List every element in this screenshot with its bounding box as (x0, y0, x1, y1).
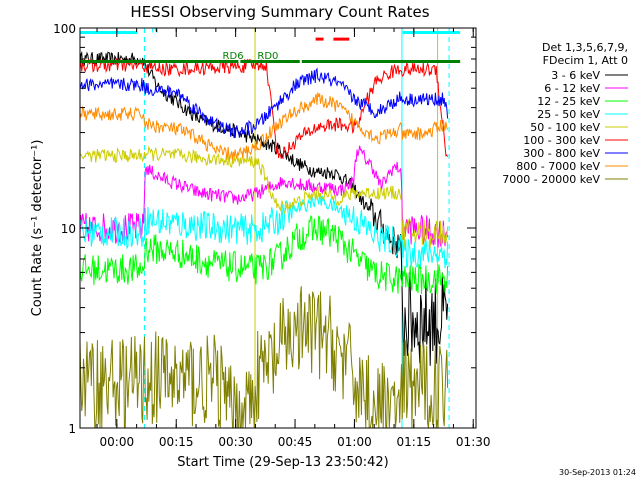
x-tick-label: 00:30 (218, 435, 253, 449)
plot-area: N RD6 RD0 (80, 24, 461, 428)
legend-entry-label: 50 - 100 keV (530, 121, 600, 134)
legend-entry-label: 100 - 300 keV (523, 134, 600, 147)
annotation-label-1: RD6 (223, 51, 244, 62)
annotation-label-2: RD0 (257, 51, 278, 62)
legend-entry-label: 12 - 25 keV (537, 95, 600, 108)
legend-header-line-2: FDecim 1, Att 0 (543, 54, 628, 67)
legend-entry-label: 6 - 12 keV (544, 82, 600, 95)
x-tick-label: 01:15 (397, 435, 432, 449)
legend-entry-label: 7000 - 20000 keV (502, 173, 600, 186)
series-line-2 (80, 214, 449, 294)
annotation-label-0: N (151, 24, 158, 35)
series-line-6 (80, 67, 449, 139)
y-tick-label: 100 (53, 22, 76, 36)
x-tick-label: 00:45 (278, 435, 313, 449)
x-tick-label: 00:15 (159, 435, 194, 449)
series-line-8 (80, 286, 449, 428)
series-line-0 (80, 51, 449, 366)
y-axis-label: Count Rate (s⁻¹ detector⁻¹) (30, 140, 45, 317)
legend-entry-label: 3 - 6 keV (551, 69, 600, 82)
legend-entry-label: 300 - 800 keV (523, 147, 600, 160)
chart-title: HESSI Observing Summary Count Rates (130, 3, 429, 21)
y-tick-label: 1 (68, 422, 76, 436)
legend-header-line-1: Det 1,3,5,6,7,9, (542, 41, 628, 54)
x-tick-label: 01:30 (456, 435, 491, 449)
axes: 00:00 00:15 00:30 00:45 01:00 01:15 01:30 1 10 10… (53, 22, 490, 449)
legend-entry-label: 25 - 50 keV (537, 108, 600, 121)
series-line-7 (80, 92, 449, 161)
footer-timestamp: 30-Sep-2013 01:24 (559, 468, 636, 477)
series-line-3 (80, 191, 449, 269)
x-tick-label: 00:00 (100, 435, 135, 449)
series-line-4 (80, 145, 449, 248)
legend-entry-label: 800 - 7000 keV (516, 160, 600, 173)
x-tick-label: 01:00 (337, 435, 372, 449)
y-tick-label: 10 (61, 222, 76, 236)
x-axis-label: Start Time (29-Sep-13 23:50:42) (177, 455, 388, 470)
